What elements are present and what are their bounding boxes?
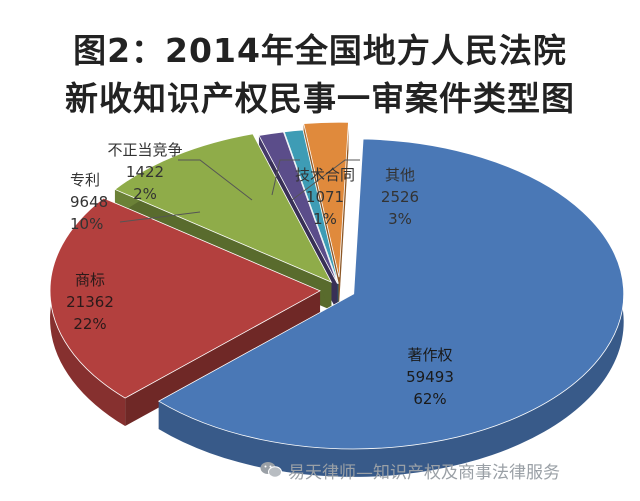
pie-slice-top-1 xyxy=(49,197,321,399)
chart-title-line2: 新收知识产权民事一审案件类型图 xyxy=(65,79,575,118)
slice-label-1: 商标 21362 22% xyxy=(66,271,114,333)
leader-line-5 xyxy=(291,159,360,201)
slice-label-0: 著作权 59493 62% xyxy=(406,346,454,408)
wechat-icon xyxy=(260,462,282,478)
chart-title-line1: 图2：2014年全国地方人民法院 xyxy=(73,31,567,70)
pie-slice-top-4 xyxy=(283,129,339,284)
slice-label-5: 其他 2526 3% xyxy=(381,166,419,228)
pie-slice-top-0 xyxy=(157,138,625,450)
pie-slice-wall-5 xyxy=(339,122,349,306)
watermark-text: 易天律师—知识产权及商事法律服务 xyxy=(288,462,560,483)
pie-slice-wall-1 xyxy=(125,290,321,427)
leader-line-3 xyxy=(178,159,253,201)
watermark: 易天律师—知识产权及商事法律服务 xyxy=(260,455,640,485)
slice-label-4: 技术合同 1071 1% xyxy=(295,166,355,228)
pie-slice-0 xyxy=(157,138,625,477)
leader-line-4 xyxy=(271,159,300,196)
pie-slice-top-5 xyxy=(303,121,349,278)
pie-slice-rim-0 xyxy=(158,139,624,477)
slice-label-3: 不正当竞争 1422 2% xyxy=(107,141,182,203)
pie-slice-1 xyxy=(49,197,321,427)
slice-label-2: 专利 9648 10% xyxy=(70,171,108,233)
pie-slice-top-2 xyxy=(114,133,333,283)
pie-slice-top-3 xyxy=(258,131,338,284)
leader-line-2 xyxy=(119,211,201,223)
